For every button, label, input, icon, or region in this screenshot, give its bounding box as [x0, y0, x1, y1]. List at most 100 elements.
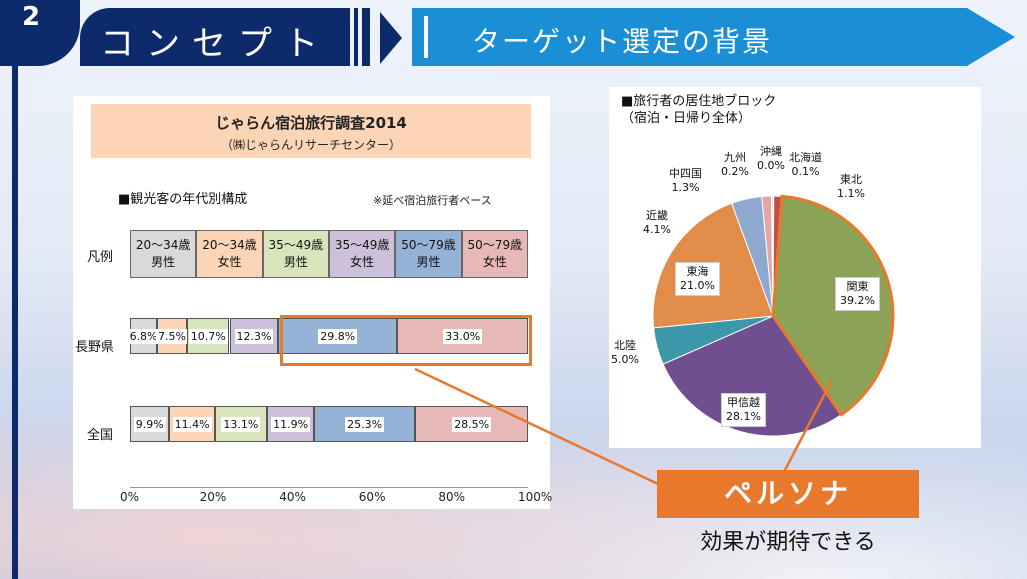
kanto-highlight [771, 194, 895, 417]
pie-title: ■旅行者の居住地ブロック （宿泊・日帰り全体） [621, 93, 776, 127]
age-composition-panel: じゃらん宿泊旅行調査2014 （㈱じゃらんリサーチセンター） ■観光客の年代別構… [73, 96, 553, 509]
legend-text: 20〜34歳 [202, 238, 257, 252]
bar-segment: 28.5% [414, 406, 529, 442]
pie-slice-value: 21.0% [680, 279, 715, 292]
bar-segment: 33.0% [397, 318, 529, 354]
legend-text: 50〜79歳 [467, 238, 523, 252]
pie-slice-label: 東海 21.0% [675, 262, 720, 296]
bar-value-label: 33.0% [443, 328, 483, 344]
survey-title: じゃらん宿泊旅行調査2014 [215, 114, 407, 132]
bar-value-label: 13.1% [221, 416, 261, 432]
pie-title-line2: （宿泊・日帰り全体） [621, 111, 752, 126]
pie-slice-label: 中四国 1.3% [669, 167, 702, 195]
chart-title: ■観光客の年代別構成 [118, 192, 248, 207]
bar-value-label: 12.3% [234, 328, 274, 344]
pie-slice-label: 近畿 4.1% [643, 209, 671, 237]
legend-text: 男性 [283, 255, 308, 269]
expectation-text: 効果が期待できる [700, 530, 876, 555]
residence-panel: ■旅行者の居住地ブロック （宿泊・日帰り全体） 北海道 0.1% 東北 1.1% 関東 3… [609, 87, 981, 448]
pie-slice-value: 1.3% [671, 181, 700, 194]
bar-segment: 9.9% [130, 406, 170, 442]
pie-slice-value: 39.2% [840, 294, 875, 307]
legend-cell: 20〜34歳 女性 [196, 230, 263, 278]
subtitle-divider [424, 16, 428, 58]
title-stripe-2 [362, 8, 370, 66]
bar-segment: 10.7% [186, 318, 230, 354]
left-accent-bar [12, 60, 18, 579]
pie-slice [662, 315, 843, 437]
chevron-right-icon [380, 12, 402, 64]
legend-cell: 35〜49歳 男性 [262, 230, 329, 278]
x-tick-label: 100% [518, 490, 553, 504]
chart-note: ※延べ宿泊旅行者ベース [373, 194, 492, 207]
pie-slice-value: 0.0% [757, 159, 785, 172]
persona-label: ペルソナ [657, 470, 919, 518]
pie-slice-name: 関東 [846, 280, 869, 293]
bar-value-label: 10.7% [188, 328, 228, 344]
legend-text: 男性 [416, 255, 441, 269]
x-tick-label: 40% [279, 490, 306, 504]
row-label-legend: 凡例 [87, 250, 114, 265]
pie-slice-value: 4.1% [643, 223, 671, 236]
x-tick-label: 60% [358, 490, 386, 504]
pie-chart [652, 194, 895, 437]
bar-value-label: 6.8% [127, 328, 160, 344]
legend-cell: 50〜79歳 男性 [395, 230, 462, 278]
pie-slice-name: 甲信越 [726, 396, 760, 409]
legend-text: 男性 [151, 255, 176, 269]
legend-text: 20〜34歳 [135, 238, 191, 252]
legend-text: 50〜79歳 [401, 238, 456, 252]
x-tick-label: 0% [120, 490, 140, 504]
pie-slice-label: 東北 1.1% [837, 173, 865, 201]
page-title: コンセプト [100, 24, 330, 64]
bar-segment: 6.8% [127, 318, 160, 354]
bar-value-label: 7.5% [156, 328, 188, 344]
pie-slice-label: 甲信越 28.1% [721, 393, 766, 427]
bar-value-label: 9.9% [133, 416, 166, 432]
page-subtitle: ターゲット選定の背景 [472, 25, 773, 58]
slide-header: 2 コンセプト ターゲット選定の背景 [0, 0, 1027, 70]
pie-slice-name: 中四国 [669, 167, 702, 180]
pie-slice-value: 0.2% [721, 165, 749, 178]
legend-text: 女性 [482, 255, 507, 269]
x-tick-label: 80% [438, 490, 466, 504]
pie-slice [770, 195, 774, 317]
nagano-senior-highlight [280, 315, 532, 366]
connector-bar [414, 367, 676, 494]
bar-segment: 29.8% [278, 318, 398, 354]
survey-header: じゃらん宿泊旅行調査2014 （㈱じゃらんリサーチセンター） [91, 104, 531, 158]
pie-slice-name: 北陸 [613, 339, 636, 352]
survey-source: （㈱じゃらんリサーチセンター） [220, 138, 402, 152]
legend-cell: 20〜34歳 男性 [130, 230, 197, 278]
bar-segment: 25.3% [314, 406, 415, 442]
bar-segment: 11.4% [169, 406, 215, 442]
title-stripe-1 [354, 8, 358, 66]
row-label-nagano: 長野県 [75, 340, 115, 355]
pie-slice-name: 東海 [686, 265, 709, 278]
bar-segment: 12.3% [229, 318, 279, 354]
bar-segment: 7.5% [156, 318, 188, 354]
title-box: コンセプト [80, 8, 350, 66]
pie-slice-value: 1.1% [837, 187, 865, 200]
bar-value-label: 29.8% [318, 328, 358, 344]
pie-slice-value: 28.1% [726, 410, 761, 423]
pie-slice-name: 北海道 [789, 151, 822, 164]
connector-pie [782, 379, 834, 473]
pie-slice-name: 東北 [839, 173, 862, 186]
pie-slice-value: 0.1% [791, 165, 820, 178]
bar-value-label: 11.4% [172, 416, 212, 432]
bar-segment: 11.9% [266, 406, 315, 442]
legend-text: 女性 [350, 255, 375, 269]
legend-text: 35〜49歳 [334, 238, 390, 252]
arrow-right-icon [967, 8, 1015, 66]
legend-text: 35〜49歳 [268, 238, 324, 252]
bar-value-label: 25.3% [345, 416, 385, 432]
legend-cell: 35〜49歳 女性 [329, 230, 396, 278]
x-axis [130, 487, 528, 488]
bar-value-label: 28.5% [452, 416, 492, 432]
survey-source-text: ㈱じゃらんリサーチセンター） [233, 138, 402, 152]
x-tick-label: 20% [199, 490, 227, 504]
pie-slice-label: 北海道 0.1% [789, 151, 822, 179]
pie-title-line1: ■旅行者の居住地ブロック [621, 94, 777, 109]
